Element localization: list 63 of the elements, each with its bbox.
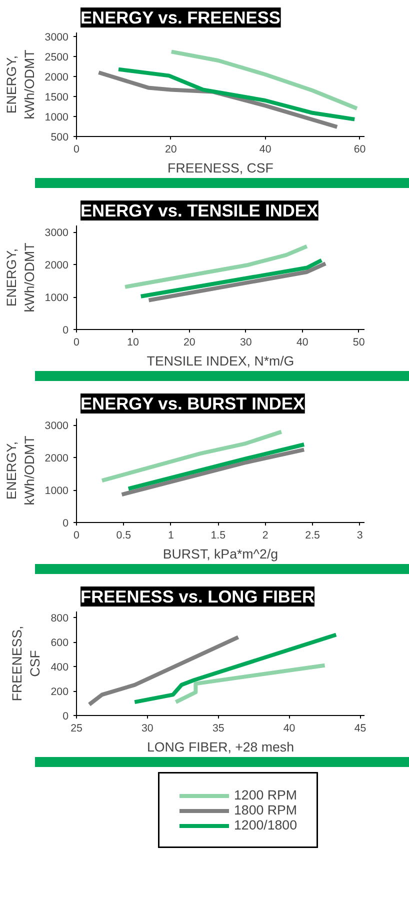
y-tick-label: 600	[50, 637, 69, 650]
x-tick-label: 3	[356, 530, 363, 542]
y-tick-label: 2000	[44, 72, 69, 84]
y-tick-label: 400	[50, 662, 69, 674]
y-axis-title: ENERGY, kWh/ODMT	[4, 436, 37, 506]
y-tick-label: 200	[50, 686, 69, 698]
legend-label: 1200/1800	[234, 818, 298, 832]
y-tick-label: 800	[50, 612, 69, 625]
line-series	[123, 244, 309, 289]
x-tick-label: 2.5	[305, 530, 320, 542]
x-tick-label: 1.5	[210, 530, 226, 542]
legend-label: 1800 RPM	[234, 802, 297, 818]
y-axis-title: FREENESS, CSF	[10, 626, 43, 702]
y-axis-title: ENERGY, kWh/ODMT	[4, 50, 37, 120]
y-tick-label: 0	[62, 324, 69, 336]
x-tick-label: 1	[168, 530, 174, 542]
y-tick-label: 2000	[44, 260, 69, 272]
y-tick-label: 500	[50, 132, 69, 144]
y-tick-label: 1500	[44, 92, 69, 104]
x-tick-label: 0.5	[116, 530, 132, 542]
line-series	[174, 663, 327, 704]
chart-title: FREENESS vs. LONG FIBER	[80, 586, 315, 606]
y-tick-label: 3000	[44, 32, 69, 44]
line-series	[169, 50, 359, 110]
x-tick-label: 40	[259, 144, 272, 156]
y-tick-label: 2000	[44, 452, 69, 464]
x-tick-label: 30	[240, 336, 252, 348]
x-tick-label: 45	[354, 722, 366, 734]
chart-title: ENERGY vs. TENSILE INDEX	[80, 200, 318, 220]
x-tick-label: 30	[142, 722, 154, 734]
x-tick-label: 0	[74, 530, 80, 542]
x-tick-label: 40	[296, 336, 308, 348]
line-series	[100, 430, 284, 483]
y-tick-label: 1000	[44, 112, 69, 124]
x-axis-title: FREENESS, CSF	[168, 160, 274, 176]
line-series	[116, 67, 357, 122]
chart-title: ENERGY vs. BURST INDEX	[80, 394, 305, 414]
y-tick-label: 0	[62, 518, 69, 530]
x-tick-label: 40	[283, 722, 296, 734]
line-series	[132, 632, 338, 704]
x-tick-label: 20	[184, 336, 196, 348]
y-tick-label: 3000	[44, 227, 69, 239]
legend-label: 1200 RPM	[234, 788, 297, 802]
x-tick-label: 0	[74, 144, 80, 156]
y-tick-label: 0	[62, 710, 69, 722]
x-axis-title: TENSILE INDEX, N*m/G	[146, 354, 294, 368]
x-tick-label: 20	[165, 144, 177, 156]
y-tick-label: 3000	[44, 420, 69, 432]
y-tick-label: 2500	[44, 52, 69, 64]
y-tick-label: 1000	[44, 485, 69, 497]
x-tick-label: 0	[74, 336, 80, 348]
x-axis-title: BURST, kPa*m^2/g	[162, 546, 278, 562]
x-tick-label: 25	[70, 722, 82, 734]
x-tick-label: 35	[212, 722, 224, 734]
x-tick-label: 60	[354, 144, 366, 156]
x-axis-title: LONG FIBER, +28 mesh	[146, 740, 294, 754]
x-tick-label: 50	[352, 336, 365, 348]
x-tick-label: 10	[127, 336, 139, 348]
x-tick-label: 2	[262, 530, 268, 542]
y-axis-title: ENERGY, kWh/ODMT	[4, 242, 37, 312]
y-tick-label: 1000	[44, 292, 69, 304]
chart-title: ENERGY vs. FREENESS	[80, 8, 280, 28]
line-series	[87, 635, 240, 706]
